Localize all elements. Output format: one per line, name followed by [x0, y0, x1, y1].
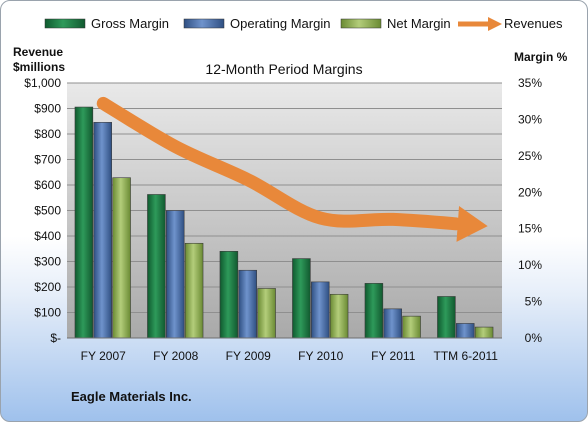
- bars-group: [74, 106, 494, 339]
- left-tick-label: $600: [34, 178, 61, 192]
- left-axis-label-line2: $millions: [13, 60, 65, 74]
- legend-swatch: [183, 18, 225, 29]
- right-tick-label: 5%: [525, 295, 543, 309]
- left-tick-label: $100: [34, 306, 61, 320]
- x-tick-label: FY 2007: [81, 349, 126, 363]
- bar: [166, 210, 185, 339]
- x-tick-label: FY 2009: [226, 349, 271, 363]
- right-tick-label: 10%: [518, 258, 542, 272]
- x-tick-label: FY 2011: [371, 349, 416, 363]
- bar: [93, 122, 112, 339]
- right-axis-label: Margin %: [514, 50, 568, 64]
- bar: [456, 323, 475, 339]
- bar: [383, 308, 402, 339]
- left-tick-label: $-: [50, 331, 61, 345]
- bar: [238, 269, 257, 339]
- legend-arrow: [488, 17, 502, 31]
- legend-label: Operating Margin: [230, 16, 330, 31]
- bar: [292, 258, 311, 339]
- right-tick-label: 35%: [518, 76, 542, 90]
- revenue-line-group: [96, 96, 488, 242]
- right-tick-label: 15%: [518, 222, 542, 236]
- right-tick-label: 25%: [518, 149, 542, 163]
- revenue-arrowhead: [456, 206, 488, 242]
- legend-label: Gross Margin: [91, 16, 169, 31]
- left-tick-label: $400: [34, 229, 61, 243]
- x-tick-label: FY 2008: [153, 349, 198, 363]
- bar: [74, 106, 94, 339]
- left-tick-label: $300: [34, 255, 61, 269]
- bar: [184, 242, 204, 339]
- legend-label: Net Margin: [387, 16, 451, 31]
- right-tick-label: 30%: [518, 112, 542, 126]
- bar: [329, 293, 349, 339]
- left-tick-label: $800: [34, 127, 61, 141]
- axes-group: $- $100 $200 $300 $400 $500 $600 $700 $800 $900 $1…: [24, 76, 542, 363]
- x-tick-label: FY 2010: [298, 349, 343, 363]
- bar: [437, 296, 456, 339]
- legend: Gross Margin Operating Margin Net Margin Re…: [44, 16, 563, 31]
- left-tick-label: $900: [34, 102, 61, 116]
- bar: [402, 315, 421, 339]
- bar: [112, 177, 131, 339]
- left-tick-label: $500: [34, 204, 61, 218]
- legend-swatch: [340, 18, 382, 29]
- left-tick-label: $200: [34, 280, 61, 294]
- chart-footer: Eagle Materials Inc.: [71, 389, 192, 404]
- bar: [147, 194, 166, 339]
- bar: [364, 283, 384, 339]
- bar: [311, 281, 330, 339]
- grid-lines: [67, 82, 502, 313]
- bar: [474, 326, 494, 339]
- x-tick-label: TTM 6-2011: [434, 349, 499, 363]
- bar: [257, 288, 276, 339]
- left-tick-label: $1,000: [24, 76, 61, 90]
- chart-title: 12-Month Period Margins: [205, 61, 362, 77]
- left-axis-label-line1: Revenue: [13, 45, 63, 59]
- legend-swatch: [44, 18, 86, 29]
- right-tick-label: 0%: [525, 331, 543, 345]
- right-tick-label: 20%: [518, 185, 542, 199]
- legend-label: Revenues: [504, 16, 563, 31]
- left-tick-label: $700: [34, 153, 61, 167]
- bar: [219, 251, 239, 339]
